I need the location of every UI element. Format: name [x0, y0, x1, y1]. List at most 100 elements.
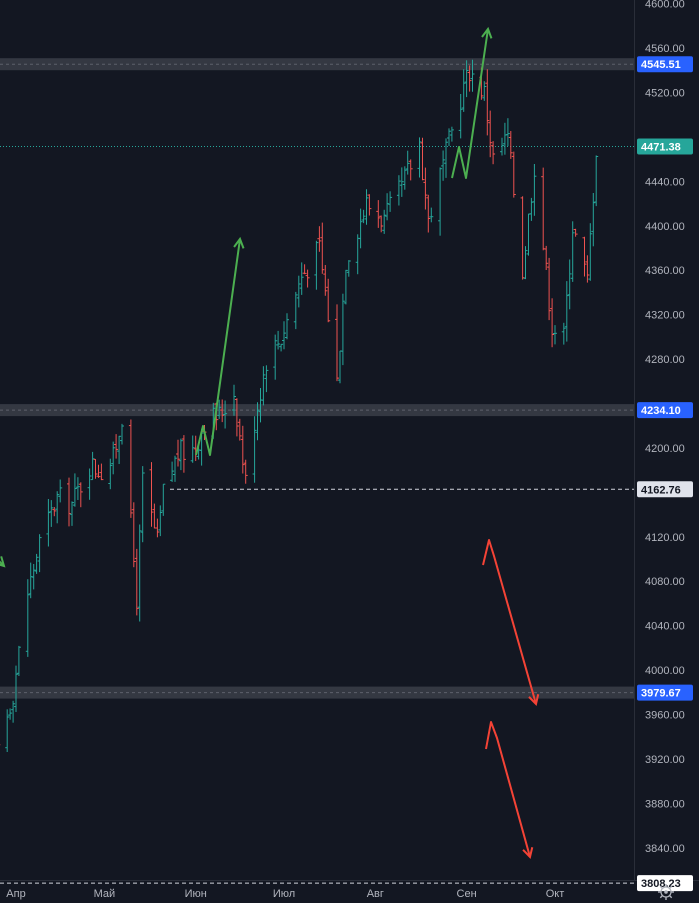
ohlc-bar — [173, 455, 177, 482]
ohlc-bar — [464, 60, 469, 98]
ohlc-bar — [302, 264, 307, 275]
ohlc-bar — [526, 213, 531, 256]
ohlc-bar — [355, 234, 360, 275]
ohlc-bar — [447, 128, 451, 146]
ohlc-bar — [293, 291, 298, 330]
ohlc-bar — [520, 196, 525, 280]
svg-text:3979.67: 3979.67 — [641, 688, 681, 700]
settings-gear-icon[interactable] — [658, 884, 674, 900]
ohlc-bar — [134, 548, 139, 616]
ohlc-bar — [429, 207, 434, 223]
projection-arrow-up-2[interactable] — [451, 26, 493, 179]
ohlc-bar — [438, 167, 443, 236]
ohlc-bar — [561, 322, 566, 345]
ohlc-bar — [323, 265, 328, 296]
ohlc-bars — [0, 59, 599, 752]
projection-arrow-down-2[interactable] — [485, 721, 534, 860]
ohlc-bar — [408, 159, 413, 181]
ohlc-bar — [223, 400, 228, 429]
ohlc-bar — [70, 501, 74, 526]
time-axis[interactable]: Апр Май Июн Июл Авг Сен Окт — [6, 888, 564, 900]
ohlc-bar — [155, 518, 160, 538]
ohlc-bar — [399, 167, 404, 197]
ohlc-bar — [78, 482, 83, 508]
ohlc-bar — [458, 94, 463, 139]
ohlc-bar — [470, 59, 475, 92]
ohlc-bar — [140, 466, 145, 543]
ohlc-bar — [152, 503, 157, 529]
ohlc-bar — [58, 479, 63, 503]
ohlc-bar — [108, 458, 113, 490]
ohlc-bar — [128, 419, 133, 518]
ohlc-bar — [8, 708, 13, 720]
ohlc-bar — [396, 175, 401, 206]
price-axis[interactable]: 3840.00 3880.00 3920.00 3960.00 4000.00 4040.… — [645, 0, 685, 855]
level-zone-2 — [0, 404, 634, 417]
ohlc-bar — [314, 240, 319, 290]
ohlc-bar — [252, 416, 257, 483]
ohlc-bar — [426, 194, 431, 233]
projection-arrows — [0, 26, 540, 860]
ohlc-bar — [261, 366, 266, 406]
ohlc-bar — [170, 461, 175, 482]
ohlc-bar — [240, 425, 245, 474]
ohlc-bar — [564, 281, 569, 342]
ohlc-bar — [149, 462, 154, 527]
ohlc-bar — [420, 137, 425, 181]
projection-arrow-up-1[interactable] — [195, 236, 245, 456]
ohlc-bar — [93, 458, 98, 479]
ohlc-bar — [591, 193, 596, 247]
ohlc-bar — [567, 259, 572, 310]
price-tick-label: 3960.00 — [645, 710, 685, 722]
ohlc-bar — [305, 269, 310, 288]
projection-arrow-edge[interactable] — [0, 556, 6, 568]
ohlc-bar — [67, 477, 71, 527]
ohlc-bar — [388, 191, 393, 212]
level-zone-0 — [0, 58, 634, 71]
ohlc-bar — [120, 423, 124, 445]
price-tick-label: 3920.00 — [645, 754, 685, 766]
month-tick-label: Июн — [185, 888, 207, 900]
ohlc-bar — [508, 131, 513, 159]
ohlc-bar — [49, 500, 54, 527]
ohlc-bar — [500, 137, 504, 156]
price-tick-label: 4120.00 — [645, 532, 685, 544]
ohlc-bar — [382, 209, 387, 234]
ohlc-bar — [190, 435, 195, 463]
svg-text:4234.10: 4234.10 — [641, 405, 681, 417]
price-label-3979.67: 3979.67 — [637, 684, 693, 701]
ohlc-bar — [482, 81, 487, 101]
ohlc-bar — [340, 293, 345, 366]
ohlc-bar — [11, 700, 16, 723]
price-tick-label: 4600.00 — [645, 0, 685, 11]
month-tick-label: Июл — [273, 888, 295, 900]
ohlc-bar — [161, 483, 166, 516]
ohlc-bar — [358, 208, 363, 249]
ohlc-bar — [488, 110, 493, 158]
ohlc-bar — [114, 434, 119, 459]
ohlc-bar — [532, 164, 537, 216]
ohlc-bar — [243, 459, 248, 484]
price-tick-label: 4440.00 — [645, 176, 685, 188]
ohlc-bar — [96, 464, 101, 478]
ohlc-bar — [28, 562, 33, 599]
projection-arrow-down-1[interactable] — [482, 539, 540, 707]
price-tick-label: 4520.00 — [645, 88, 685, 100]
ohlc-bar — [402, 166, 407, 190]
price-tick-label: 4040.00 — [645, 621, 685, 633]
ohlc-bar — [511, 151, 516, 198]
price-label-3808.23: 3808.23 — [637, 875, 693, 892]
ohlc-bar — [25, 579, 30, 657]
ohlc-bar — [361, 209, 366, 224]
level-zone-4 — [0, 686, 634, 699]
price-tick-label: 4320.00 — [645, 310, 685, 322]
price-labels: 4545.51 4471.38 4234.10 4162.76 3979.67 3808.… — [637, 56, 693, 892]
ohlc-bar — [573, 228, 578, 237]
ohlc-bar — [276, 330, 281, 350]
ohlc-bar — [46, 499, 51, 547]
ohlc-bar — [385, 193, 390, 221]
ohlc-bar — [72, 473, 77, 507]
price-tick-label: 4400.00 — [645, 221, 685, 233]
ohlc-bar — [176, 439, 180, 467]
